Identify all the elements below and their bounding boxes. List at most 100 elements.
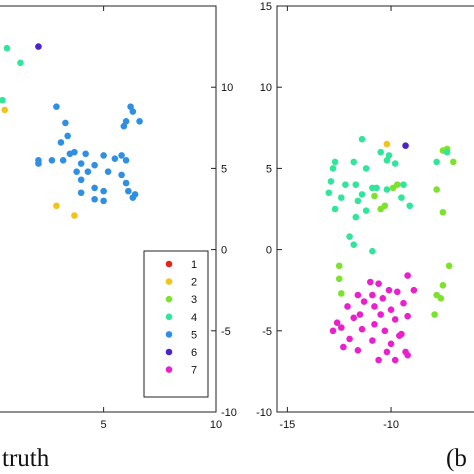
data-point-class-5 — [35, 160, 42, 167]
y-tick-label: -5 — [221, 326, 231, 338]
y-tick-label: 15 — [260, 1, 272, 13]
y-tick-label: 0 — [221, 245, 227, 257]
data-point-class-3 — [437, 295, 445, 302]
data-point-class-7 — [354, 291, 362, 299]
data-point-class-5 — [48, 156, 56, 164]
data-point-class-5 — [77, 176, 85, 184]
legend-marker — [165, 366, 173, 373]
x-tick-label: -15 — [279, 419, 295, 431]
data-point-class-3 — [371, 192, 378, 200]
data-point-class-5 — [82, 150, 89, 158]
data-point-class-5 — [59, 156, 67, 164]
data-point-class-4 — [358, 135, 366, 143]
panel-caption: truth — [2, 445, 50, 472]
legend-marker — [165, 295, 173, 303]
data-point-class-5 — [129, 194, 137, 201]
data-point-class-4 — [3, 44, 11, 52]
data-point-class-4 — [350, 241, 358, 249]
data-point-class-5 — [100, 152, 107, 159]
data-point-class-7 — [404, 351, 411, 359]
y-tick-label: -10 — [256, 407, 272, 419]
data-point-class-7 — [337, 324, 345, 331]
data-point-class-7 — [385, 286, 393, 294]
panel-caption: (b — [446, 445, 467, 472]
data-point-class-6 — [402, 142, 409, 149]
data-point-class-4 — [433, 158, 440, 166]
legend-marker — [165, 278, 173, 285]
data-point-class-3 — [389, 184, 397, 192]
data-point-class-7 — [360, 298, 368, 305]
legend-label: 2 — [191, 277, 197, 289]
data-point-class-2 — [383, 140, 391, 148]
data-point-class-4 — [342, 181, 349, 188]
data-point-class-5 — [118, 152, 125, 159]
data-point-class-3 — [433, 186, 440, 193]
data-point-class-4 — [0, 96, 6, 104]
data-point-class-4 — [377, 148, 384, 156]
legend-label: 3 — [191, 294, 197, 306]
data-point-class-4 — [352, 181, 360, 188]
data-point-class-5 — [71, 148, 78, 156]
legend-marker — [165, 260, 173, 268]
data-point-class-4 — [383, 186, 391, 193]
data-point-class-4 — [331, 205, 339, 213]
data-point-class-7 — [329, 327, 337, 335]
data-point-class-7 — [391, 356, 399, 364]
data-point-class-5 — [118, 171, 125, 179]
data-point-class-3 — [439, 282, 447, 289]
data-point-class-6 — [35, 43, 42, 50]
data-point-class-3 — [335, 262, 343, 270]
data-point-class-4 — [325, 189, 333, 197]
legend-label: 5 — [191, 329, 197, 341]
data-point-class-5 — [136, 118, 143, 125]
data-point-class-5 — [125, 187, 132, 195]
data-point-class-4 — [17, 59, 24, 67]
data-point-class-5 — [122, 179, 130, 187]
data-point-class-4 — [369, 247, 376, 255]
y-tick-label: -5 — [262, 326, 272, 338]
data-point-class-4 — [354, 197, 362, 205]
data-point-class-3 — [335, 275, 343, 283]
data-point-class-3 — [431, 311, 438, 318]
data-point-class-4 — [329, 165, 337, 172]
data-point-class-7 — [369, 337, 376, 344]
data-point-class-4 — [362, 207, 370, 214]
data-point-class-5 — [129, 108, 137, 115]
data-point-class-3 — [337, 290, 345, 297]
data-point-class-7 — [377, 311, 384, 318]
data-point-class-7 — [375, 356, 382, 364]
data-point-class-7 — [369, 291, 376, 299]
data-point-class-5 — [91, 161, 98, 169]
data-point-class-3 — [439, 208, 447, 216]
plot-frame — [0, 5, 217, 413]
y-tick-label: -10 — [221, 407, 237, 419]
data-point-class-4 — [337, 194, 345, 201]
x-tick-label: 10 — [210, 419, 222, 431]
data-point-class-7 — [387, 340, 395, 348]
data-point-class-2 — [1, 106, 9, 114]
data-point-class-5 — [111, 155, 119, 162]
data-point-class-4 — [398, 194, 405, 201]
data-point-class-4 — [327, 178, 335, 185]
data-point-class-4 — [352, 213, 360, 221]
data-point-class-4 — [406, 202, 414, 210]
data-point-class-7 — [356, 311, 364, 318]
data-point-class-3 — [377, 205, 384, 213]
y-tick-label: 5 — [221, 163, 227, 175]
data-point-class-3 — [445, 262, 453, 270]
data-point-class-7 — [344, 303, 351, 310]
data-point-class-7 — [410, 286, 418, 294]
data-point-class-5 — [122, 156, 130, 164]
y-tick-label: 5 — [266, 163, 272, 175]
data-point-class-5 — [73, 168, 80, 175]
legend-label: 6 — [191, 347, 197, 359]
data-point-class-7 — [354, 346, 362, 354]
data-point-class-4 — [443, 148, 451, 156]
data-point-class-4 — [362, 165, 370, 172]
data-point-class-7 — [404, 272, 411, 279]
data-point-class-7 — [387, 306, 395, 313]
data-point-class-4 — [373, 184, 380, 192]
data-point-class-7 — [358, 325, 366, 333]
